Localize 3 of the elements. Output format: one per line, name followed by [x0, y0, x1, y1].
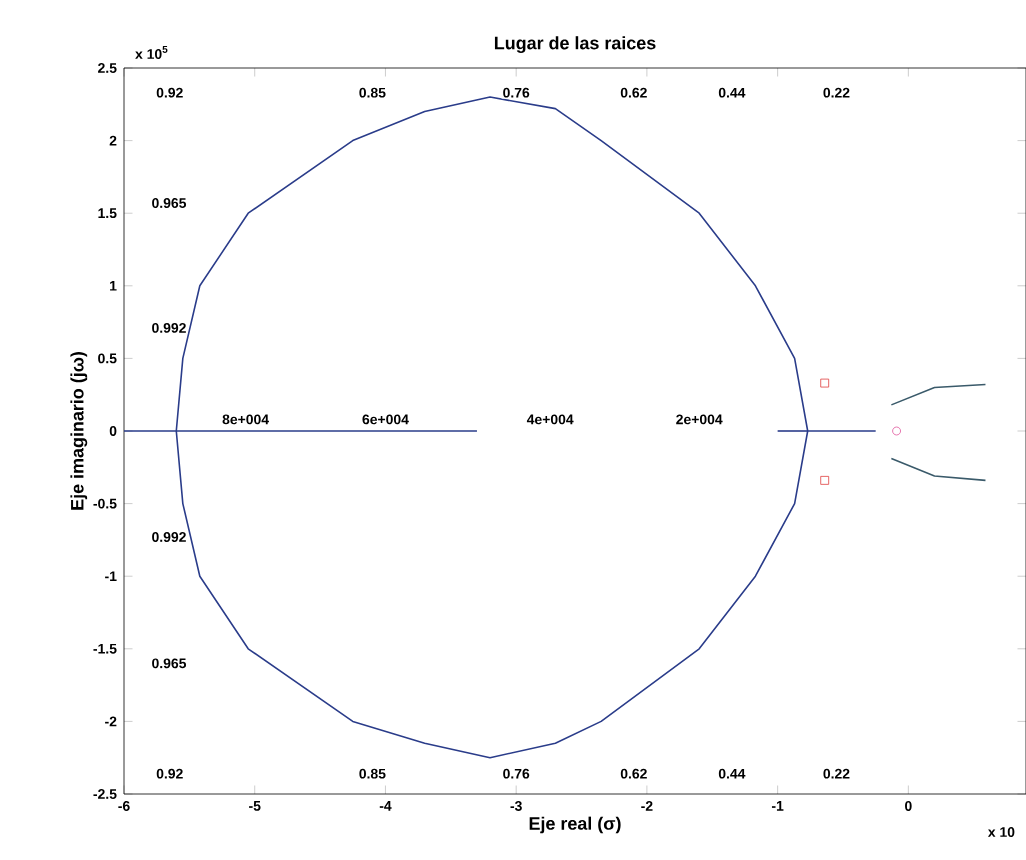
chart-title: Lugar de las raices [494, 36, 656, 53]
x-axis-title: Eje real (σ) [529, 816, 621, 834]
y-axis-title: Eje imaginario (jω) [70, 352, 88, 510]
